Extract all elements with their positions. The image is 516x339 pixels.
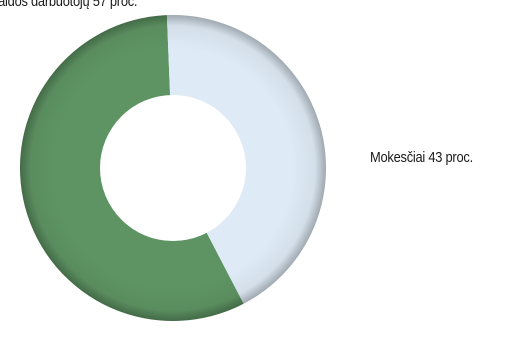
slice-label: Mokesčiai 43 proc.: [370, 149, 473, 166]
donut-hole: [100, 95, 246, 241]
slice-label: Išlaidos darbuotojų 57 proc.: [0, 0, 138, 10]
